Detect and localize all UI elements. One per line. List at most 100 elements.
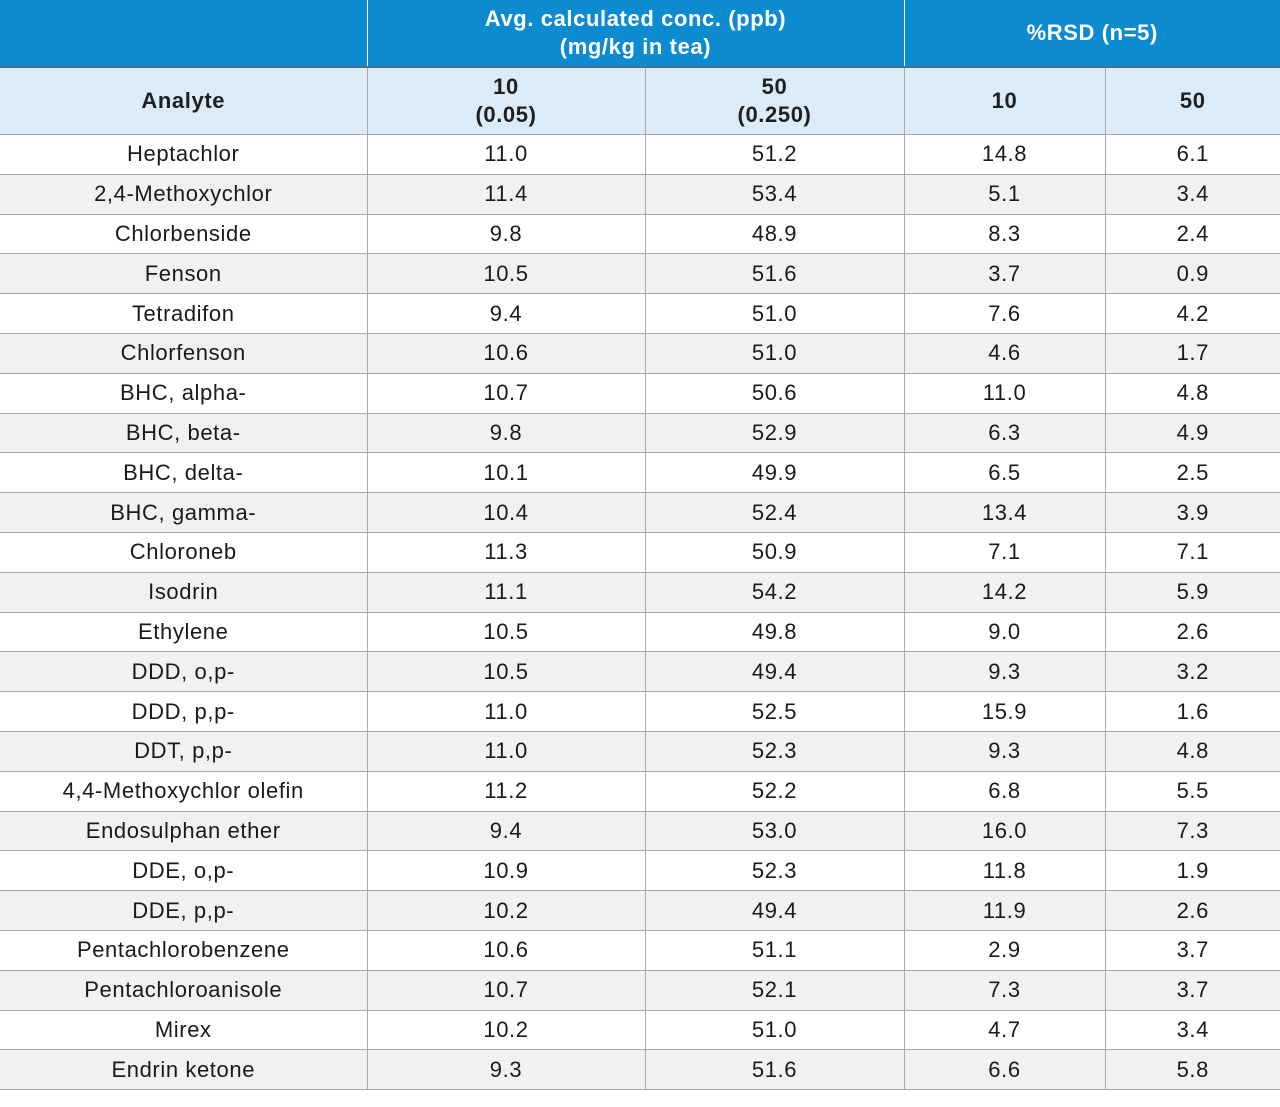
cell-conc-10: 10.6	[366, 930, 645, 971]
table-row: Chloroneb 11.3 50.9 7.1 7.1	[0, 532, 1280, 573]
header-conc-10: 10 (0.05)	[366, 67, 645, 135]
cell-conc-50: 49.8	[644, 612, 904, 653]
table-row: BHC, alpha- 10.7 50.6 11.0 4.8	[0, 373, 1280, 414]
cell-conc-50: 50.6	[644, 373, 904, 414]
cell-conc-50: 52.9	[644, 413, 904, 454]
table-row: DDT, p,p- 11.0 52.3 9.3 4.8	[0, 731, 1280, 772]
table-row: 4,4-Methoxychlor olefin 11.2 52.2 6.8 5.5	[0, 771, 1280, 812]
cell-conc-10: 10.2	[366, 890, 645, 931]
cell-rsd-10: 4.7	[903, 1010, 1105, 1051]
cell-analyte: 2,4-Methoxychlor	[0, 174, 367, 215]
table-row: Mirex 10.2 51.0 4.7 3.4	[0, 1010, 1280, 1051]
cell-rsd-50: 1.7	[1104, 333, 1280, 374]
cell-rsd-50: 2.6	[1104, 612, 1280, 653]
cell-rsd-50: 7.1	[1104, 532, 1280, 573]
table-row: BHC, gamma- 10.4 52.4 13.4 3.9	[0, 492, 1280, 533]
cell-rsd-10: 8.3	[903, 214, 1105, 255]
cell-rsd-50: 4.2	[1104, 293, 1280, 334]
cell-rsd-50: 5.8	[1104, 1049, 1280, 1091]
cell-conc-50: 53.4	[644, 174, 904, 215]
cell-analyte: Isodrin	[0, 572, 367, 613]
cell-conc-50: 48.9	[644, 214, 904, 255]
cell-analyte: DDD, o,p-	[0, 651, 367, 693]
table-row: Isodrin 11.1 54.2 14.2 5.9	[0, 572, 1280, 613]
cell-conc-10: 11.0	[366, 691, 645, 732]
table-row: BHC, delta- 10.1 49.9 6.5 2.5	[0, 452, 1280, 494]
cell-conc-50: 52.1	[644, 970, 904, 1011]
header-conc-10-line2: (0.05)	[475, 102, 537, 127]
cell-conc-50: 51.2	[644, 134, 904, 175]
table-row: 2,4-Methoxychlor 11.4 53.4 5.1 3.4	[0, 174, 1280, 215]
cell-rsd-50: 2.4	[1104, 214, 1280, 255]
cell-rsd-50: 1.6	[1104, 691, 1280, 732]
cell-conc-50: 51.0	[644, 333, 904, 374]
table-body: Heptachlor 11.0 51.2 14.8 6.1 2,4-Methoxychlo…	[0, 134, 1280, 1091]
table-row: Pentachloroanisole 10.7 52.1 7.3 3.7	[0, 970, 1280, 1011]
table-row: Endrin ketone 9.3 51.6 6.6 5.8	[0, 1049, 1280, 1091]
table-row: DDE, p,p- 10.2 49.4 11.9 2.6	[0, 890, 1280, 931]
cell-rsd-10: 14.2	[903, 572, 1105, 613]
table-row: Tetradifon 9.4 51.0 7.6 4.2	[0, 293, 1280, 334]
cell-rsd-50: 3.7	[1104, 970, 1280, 1011]
cell-conc-10: 10.1	[366, 452, 645, 494]
cell-conc-10: 10.7	[366, 970, 645, 1011]
cell-rsd-50: 3.4	[1104, 1010, 1280, 1051]
header-rsd-10: 10	[903, 67, 1105, 135]
cell-analyte: Chloroneb	[0, 532, 367, 573]
cell-analyte: BHC, beta-	[0, 413, 367, 454]
cell-conc-10: 11.0	[366, 134, 645, 175]
cell-conc-10: 10.4	[366, 492, 645, 533]
cell-rsd-10: 3.7	[903, 253, 1105, 295]
cell-rsd-50: 4.8	[1104, 373, 1280, 414]
cell-analyte: Tetradifon	[0, 293, 367, 334]
cell-conc-10: 9.8	[366, 413, 645, 454]
cell-conc-50: 50.9	[644, 532, 904, 573]
header-avg-conc: Avg. calculated conc. (ppb) (mg/kg in te…	[366, 0, 904, 68]
cell-analyte: Pentachlorobenzene	[0, 930, 367, 971]
cell-analyte: DDD, p,p-	[0, 691, 367, 732]
cell-rsd-50: 6.1	[1104, 134, 1280, 175]
cell-conc-50: 51.0	[644, 293, 904, 334]
cell-rsd-10: 16.0	[903, 811, 1105, 852]
table-row: Fenson 10.5 51.6 3.7 0.9	[0, 253, 1280, 295]
cell-analyte: Endrin ketone	[0, 1049, 367, 1091]
cell-conc-50: 51.0	[644, 1010, 904, 1051]
cell-analyte: Pentachloroanisole	[0, 970, 367, 1011]
cell-conc-50: 49.4	[644, 651, 904, 693]
cell-conc-10: 11.4	[366, 174, 645, 215]
cell-conc-50: 49.9	[644, 452, 904, 494]
header-conc-50-line1: 50	[761, 74, 788, 99]
table-row: Chlorfenson 10.6 51.0 4.6 1.7	[0, 333, 1280, 374]
cell-conc-50: 51.1	[644, 930, 904, 971]
cell-rsd-50: 3.7	[1104, 930, 1280, 971]
cell-rsd-10: 9.3	[903, 651, 1105, 693]
cell-analyte: BHC, alpha-	[0, 373, 367, 414]
cell-analyte: Endosulphan ether	[0, 811, 367, 852]
cell-analyte: BHC, delta-	[0, 452, 367, 494]
cell-conc-50: 54.2	[644, 572, 904, 613]
cell-rsd-10: 11.0	[903, 373, 1105, 414]
cell-conc-10: 11.0	[366, 731, 645, 772]
cell-rsd-10: 4.6	[903, 333, 1105, 374]
cell-rsd-50: 2.5	[1104, 452, 1280, 494]
cell-rsd-10: 7.1	[903, 532, 1105, 573]
header-group-row: Avg. calculated conc. (ppb) (mg/kg in te…	[0, 0, 1280, 68]
cell-conc-50: 52.2	[644, 771, 904, 812]
header-conc-50-line2: (0.250)	[737, 102, 812, 127]
cell-analyte: 4,4-Methoxychlor olefin	[0, 771, 367, 812]
cell-analyte: BHC, gamma-	[0, 492, 367, 533]
cell-rsd-10: 9.3	[903, 731, 1105, 772]
cell-rsd-10: 2.9	[903, 930, 1105, 971]
table-row: Chlorbenside 9.8 48.9 8.3 2.4	[0, 214, 1280, 255]
cell-conc-10: 10.5	[366, 612, 645, 653]
cell-rsd-50: 5.9	[1104, 572, 1280, 613]
cell-rsd-10: 6.5	[903, 452, 1105, 494]
table-row: BHC, beta- 9.8 52.9 6.3 4.9	[0, 413, 1280, 454]
cell-conc-50: 52.3	[644, 731, 904, 772]
cell-analyte: DDE, o,p-	[0, 850, 367, 892]
cell-rsd-10: 9.0	[903, 612, 1105, 653]
cell-rsd-10: 6.3	[903, 413, 1105, 454]
cell-analyte: Fenson	[0, 253, 367, 295]
cell-rsd-50: 5.5	[1104, 771, 1280, 812]
